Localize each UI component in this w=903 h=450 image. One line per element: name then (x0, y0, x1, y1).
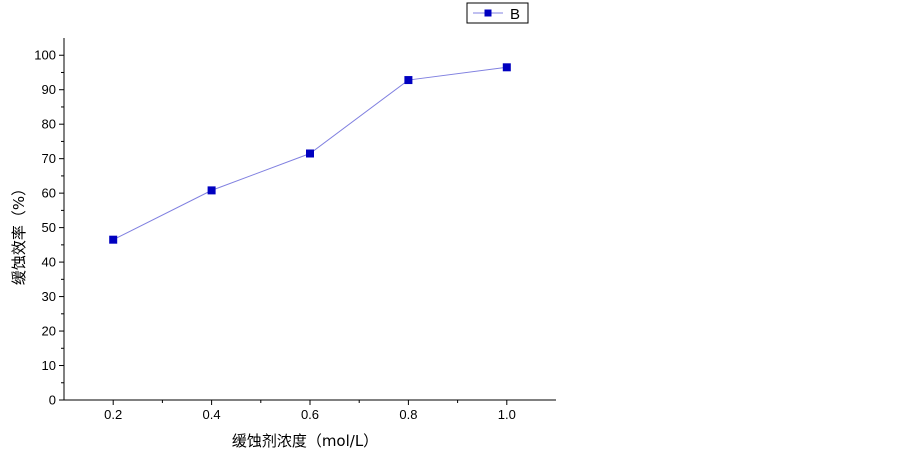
y-tick-label: 0 (49, 393, 56, 408)
data-point (109, 235, 118, 244)
x-ticks: 0.2 0.4 0.6 0.8 1.0 (104, 400, 516, 422)
y-tick-label: 40 (42, 255, 56, 270)
y-axis-title: 缓蚀效率（%） (10, 181, 28, 285)
y-tick-label: 30 (42, 289, 56, 304)
x-tick-label: 0.6 (301, 407, 319, 422)
legend-marker (484, 9, 492, 17)
x-tick-label: 0.2 (104, 407, 122, 422)
axes (63, 38, 556, 401)
series-layer (109, 63, 511, 244)
y-ticks: 0 10 20 30 40 50 60 70 80 90 100 (34, 48, 64, 408)
data-point (306, 149, 314, 158)
legend-label: B (510, 6, 520, 23)
y-tick-label: 100 (34, 48, 56, 63)
data-point (207, 186, 216, 195)
x-tick-label: 0.4 (203, 407, 221, 422)
data-point (502, 63, 511, 72)
y-tick-label: 90 (42, 82, 56, 97)
y-tick-label: 20 (42, 324, 56, 339)
x-axis-title: 缓蚀剂浓度（mol/L） (232, 432, 378, 450)
y-tick-label: 60 (42, 186, 56, 201)
y-tick-label: 80 (42, 117, 56, 132)
y-tick-label: 70 (42, 151, 56, 166)
x-tick-label: 1.0 (498, 407, 516, 422)
y-tick-label: 50 (42, 220, 56, 235)
legend: B (466, 2, 529, 24)
y-tick-label: 10 (42, 358, 56, 373)
data-point (404, 76, 413, 85)
x-tick-label: 0.8 (399, 407, 417, 422)
